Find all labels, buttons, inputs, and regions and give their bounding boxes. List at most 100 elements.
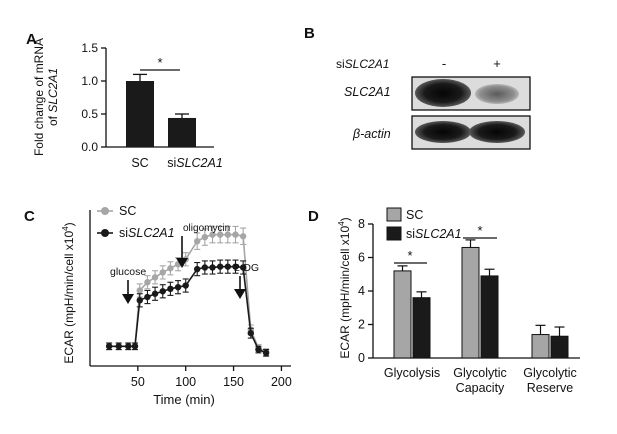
panel-b-row-prefix: si: [336, 57, 345, 71]
panel-d-ylabel: ECAR (mpH/min/cell x104): [337, 217, 352, 358]
panel-a-xtick-si-gene: SLC2A1: [176, 156, 223, 170]
panel-c-point: [216, 263, 224, 270]
panel-d-bars: [393, 239, 569, 359]
panel-d-ytick-label: 8: [358, 217, 365, 231]
panel-d-bar-si: [412, 297, 431, 359]
panel-b-row-label: siSLC2A1: [336, 57, 389, 71]
panel-c-point: [216, 231, 224, 238]
panel-c-point: [144, 279, 151, 286]
panel-a-xtick-si: siSLC2A1: [167, 156, 223, 170]
panel-d-xtick-reserve-2: Reserve: [527, 381, 574, 395]
panel-b-letter: B: [304, 25, 315, 42]
panel-a-ylabel: Fold change of mRNA of SLC2A1: [32, 38, 60, 156]
panel-d-ytick-label: 4: [358, 284, 365, 298]
panel-d-xtick-glycolysis: Glycolysis: [384, 366, 440, 380]
panel-c-point: [194, 238, 201, 245]
blot-band-slc2a1-sc: [415, 79, 471, 107]
panel-a-bar: [168, 117, 196, 147]
arrow-2dg-icon: [234, 276, 246, 299]
panel-c-ylabel: ECAR (mpH/min/cell x104): [61, 222, 76, 363]
panel-d-xtick-capacity-2: Capacity: [456, 381, 505, 395]
panel-b-band2-label: β-actin: [352, 127, 391, 141]
panel-c-series-line-1: [109, 265, 267, 354]
legend-si-gene: SLC2A1: [128, 226, 175, 240]
panel-c-point: [174, 283, 182, 291]
panel-c-letter: C: [24, 208, 35, 225]
panel-c-point: [144, 293, 151, 301]
panel-d-bar-sc: [531, 334, 550, 359]
panel-a-bars: [126, 73, 196, 147]
panel-d-bar-si: [480, 275, 499, 359]
panel-c-xtick-label: 150: [223, 375, 244, 389]
legend-si-prefix: si: [119, 226, 128, 240]
panel-c-point: [131, 343, 139, 350]
annotation-2dg: 2-DG: [234, 262, 259, 274]
panel-c-point: [115, 343, 122, 350]
panel-c-point: [167, 265, 174, 272]
legend-si-marker: [101, 229, 109, 237]
panel-c-xtick-label: 100: [175, 375, 196, 389]
panel-a-ytick-label: 0.0: [81, 140, 98, 154]
panel-c-point: [159, 288, 166, 295]
panel-a: A Fold change of mRNA of SLC2A1 0.0 0.5 1.…: [26, 31, 223, 170]
legend-d-sc-swatch: [386, 207, 402, 222]
panel-a-ylabel-line2: of SLC2A1: [46, 68, 60, 126]
panel-c-point: [136, 297, 143, 304]
panel-c-point: [224, 263, 232, 270]
panel-c-point: [125, 343, 132, 350]
panel-c-series: [105, 225, 270, 357]
panel-a-ylabel-line1: Fold change of mRNA: [32, 38, 46, 156]
panel-b-lane-minus: -: [442, 56, 446, 71]
panel-d-bar-sc: [393, 270, 412, 359]
panel-c-ylabel-main: ECAR (mpH/min/cell x10: [62, 231, 76, 364]
panel-c-xtick-label: 200: [271, 375, 292, 389]
legend-sc-marker: [101, 207, 109, 215]
legend-d-si-label: siSLC2A1: [406, 227, 462, 241]
annotation-glucose: glucose: [110, 266, 146, 278]
panel-c-point: [232, 263, 239, 270]
panel-d-sig-star-1: *: [407, 248, 412, 263]
panel-c-xlabel: Time (min): [153, 392, 215, 407]
annotation-oligomycin: oligomycin: [183, 223, 230, 234]
panel-d-xtick-reserve-1: Glycolytic: [523, 366, 576, 380]
panel-c-point: [167, 285, 174, 293]
panel-a-letter: A: [26, 31, 37, 48]
panel-c-x-ticks: 50 100 150 200: [131, 366, 292, 389]
panel-c-point: [136, 287, 143, 294]
panel-b-row-gene: SLC2A1: [345, 57, 390, 71]
panel-c-point: [255, 346, 262, 353]
legend-d-si-gene: SLC2A1: [415, 227, 462, 241]
panel-a-ytick-label: 1.5: [81, 41, 98, 55]
panel-d-ylabel-main: ECAR (mpH/min/cell x10: [338, 226, 352, 359]
panel-c-point: [159, 269, 166, 276]
panel-c-xtick-label: 50: [131, 375, 145, 389]
panel-a-sig-star: *: [157, 55, 162, 70]
legend-d-si-prefix: si: [406, 227, 415, 241]
legend-sc-label: SC: [119, 204, 136, 218]
panel-a-xtick-si-prefix: si: [167, 156, 176, 170]
panel-d-letter: D: [308, 208, 319, 225]
panel-c-point: [239, 233, 247, 240]
panel-a-ylabel-gene: SLC2A1: [46, 68, 60, 113]
panel-d-xtick-capacity-1: Glycolytic: [453, 366, 506, 380]
panel-d-ylabel-close: ): [338, 217, 352, 221]
panel-c-ylabel-close: ): [62, 222, 76, 226]
panel-c-point: [201, 233, 209, 241]
legend-d-si-swatch: [386, 226, 402, 241]
panel-c-point: [224, 231, 232, 238]
panel-d-sig-star-2: *: [477, 223, 482, 238]
panel-c-point: [239, 264, 247, 271]
panel-b-lane-plus: +: [493, 56, 501, 71]
panel-a-xtick-sc: SC: [131, 156, 148, 170]
panel-c-point: [194, 265, 201, 273]
panel-c-point: [232, 231, 239, 238]
panel-d-ytick-label: 6: [358, 251, 365, 265]
panel-a-ylabel-of: of: [46, 113, 60, 126]
panel-c-point: [151, 274, 159, 281]
arrow-glucose-icon: [122, 280, 134, 304]
panel-d-y-ticks: 0 2 4 6 8: [358, 217, 373, 365]
panel-c-point: [105, 343, 113, 350]
legend-d-sc-label: SC: [406, 208, 423, 222]
panel-a-y-ticks: 0.0 0.5 1.0 1.5: [81, 41, 106, 154]
